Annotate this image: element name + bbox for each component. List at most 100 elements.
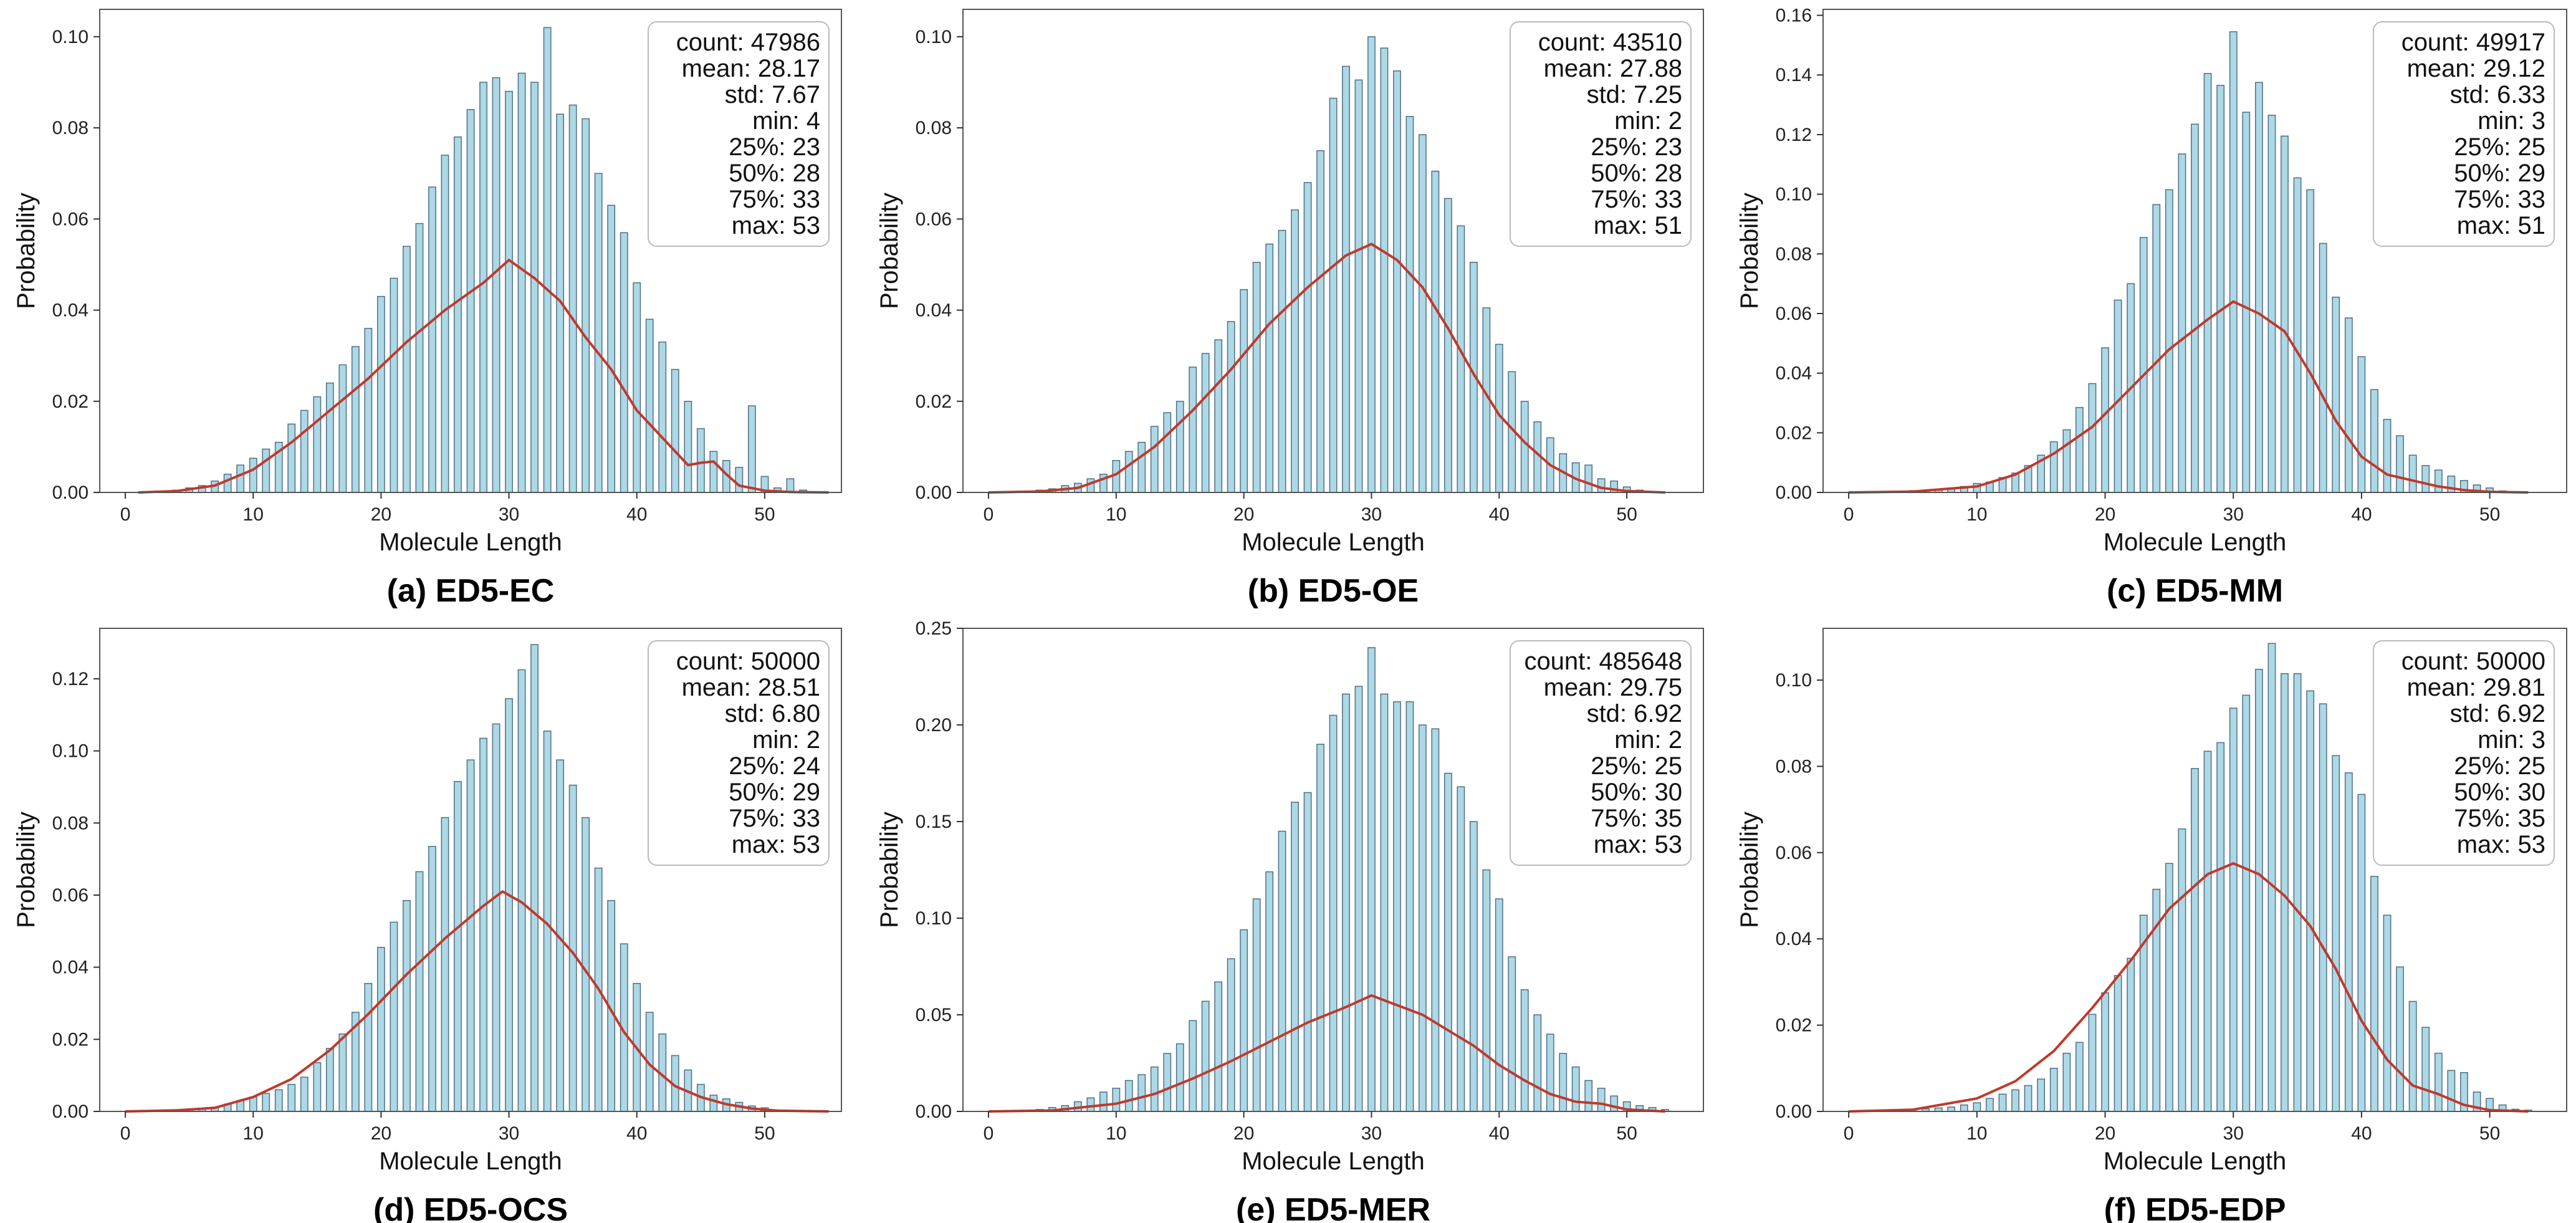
histogram-bar [1431, 170, 1440, 493]
x-tick-label: 20 [1233, 1123, 1254, 1144]
x-tick-label: 0 [1844, 504, 1854, 525]
y-tick-label: 0.04 [1776, 363, 1812, 384]
x-tick-label: 40 [2351, 1123, 2372, 1144]
stats-line: min: 4 [752, 107, 820, 135]
histogram-bar [1112, 460, 1121, 493]
stats-line: mean: 28.17 [682, 55, 820, 82]
histogram-bar [568, 104, 577, 493]
y-axis-label: Probability [12, 812, 40, 928]
y-tick-label: 0.15 [916, 812, 952, 832]
y-tick-label: 0.08 [52, 118, 89, 138]
histogram-bar [2024, 1085, 2033, 1112]
histogram-bar [2396, 435, 2404, 493]
histogram-bar [505, 90, 513, 493]
histogram-bar [313, 1062, 322, 1112]
x-tick-label: 40 [626, 1123, 647, 1144]
histogram-bar [1367, 36, 1376, 493]
histogram-bar [2267, 115, 2276, 493]
histogram-bar [517, 669, 526, 1112]
histogram-bar [1124, 451, 1133, 493]
stats-box-frame [648, 640, 830, 866]
panel-caption: (a) ED5-EC [387, 573, 555, 609]
histogram-bar [300, 1077, 309, 1112]
histogram-bar [2396, 966, 2404, 1112]
y-tick-label: 0.00 [916, 482, 952, 503]
stats-line: std: 7.67 [725, 81, 820, 108]
stats-line: 50%: 30 [1591, 779, 1682, 806]
y-tick-label: 0.00 [1776, 1101, 1812, 1122]
y-tick-label: 0.10 [916, 908, 952, 929]
x-tick-label: 0 [120, 1123, 131, 1144]
x-tick-label: 0 [1844, 1123, 1854, 1144]
histogram-bar [2370, 876, 2378, 1112]
y-tick-label: 0.25 [916, 618, 952, 639]
x-axis-label: Molecule Length [379, 1148, 562, 1175]
histogram-bar [1342, 693, 1350, 1112]
panel-caption: (b) ED5-OE [1248, 573, 1419, 609]
histogram-bar [1508, 956, 1516, 1112]
histogram-bar [530, 82, 539, 493]
kde-curve [138, 259, 829, 494]
y-tick-label: 0.06 [52, 885, 89, 906]
histogram-bar [2114, 299, 2122, 493]
y-tick-label: 0.12 [1776, 125, 1812, 145]
stats-line: 50%: 28 [729, 160, 820, 187]
y-tick-label: 0.00 [1776, 482, 1812, 503]
stats-box-frame [648, 21, 830, 247]
stats-line: mean: 28.51 [682, 674, 820, 701]
histogram-bar [403, 246, 411, 493]
histogram-bar [2152, 204, 2161, 493]
x-tick-label: 10 [1966, 504, 1987, 525]
histogram-bar [2101, 992, 2109, 1112]
histogram-bar [2383, 419, 2392, 493]
stats-line: max: 51 [1594, 212, 1682, 239]
kde-curve [125, 890, 829, 1113]
x-tick-label: 30 [1361, 504, 1382, 525]
stats-line: count: 49917 [2401, 29, 2545, 56]
histogram-bar [658, 341, 667, 493]
histogram-bar [696, 428, 705, 493]
x-tick-label: 10 [1106, 1123, 1126, 1144]
histogram-bar [709, 1095, 718, 1112]
panel-d: 0 10 20 30 40 50 0.00 0.02 0.04 0.06 0.08 0.10 0.12 M… [12, 628, 842, 1223]
y-tick-label: 0.16 [1776, 6, 1812, 26]
stats-line: min: 2 [1614, 726, 1682, 754]
x-tick-label: 0 [984, 1123, 994, 1144]
histogram-bar [2165, 863, 2173, 1112]
stats-line: count: 485648 [1524, 648, 1682, 675]
histogram-bar [2139, 237, 2148, 493]
y-tick-label: 0.08 [1776, 244, 1812, 264]
stats-line: 25%: 24 [729, 752, 820, 780]
histogram-bar [274, 1089, 283, 1112]
histogram-bar [1112, 1088, 1121, 1112]
histogram-bar [492, 723, 500, 1112]
histogram-bar [2434, 469, 2443, 493]
histogram-bars [146, 644, 782, 1112]
histogram-bar [1546, 1034, 1554, 1112]
x-tick-label: 50 [754, 504, 775, 525]
histogram-bar [1418, 724, 1427, 1112]
y-tick-label: 0.20 [916, 715, 952, 736]
histogram-bars [1010, 647, 1669, 1112]
histogram-bar [415, 871, 424, 1112]
histogram-bar [607, 204, 616, 493]
y-tick-label: 0.04 [916, 300, 952, 321]
stats-line: mean: 29.81 [2407, 674, 2545, 701]
stats-line: max: 53 [1594, 831, 1682, 858]
histogram-bar [1960, 1104, 1968, 1112]
y-tick-label: 0.10 [52, 741, 89, 762]
histogram-bar [1584, 464, 1593, 493]
histogram-bar [262, 1093, 271, 1112]
histogram-bar [594, 173, 603, 493]
histogram-bar [735, 467, 744, 493]
histogram-bar [1303, 792, 1312, 1112]
x-axis-label: Molecule Length [2104, 529, 2287, 556]
stats-line: 25%: 23 [1591, 133, 1682, 161]
histogram-bar [1175, 401, 1184, 493]
x-tick-label: 10 [1106, 504, 1126, 525]
histogram-bar [1520, 989, 1529, 1112]
histogram-bar [1405, 116, 1414, 493]
panel-b: 0 10 20 30 40 50 0.00 0.02 0.04 0.06 0.08 0.10 Molec… [876, 9, 1704, 609]
x-axis-label: Molecule Length [379, 529, 562, 556]
stats-line: 25%: 25 [1591, 752, 1682, 780]
